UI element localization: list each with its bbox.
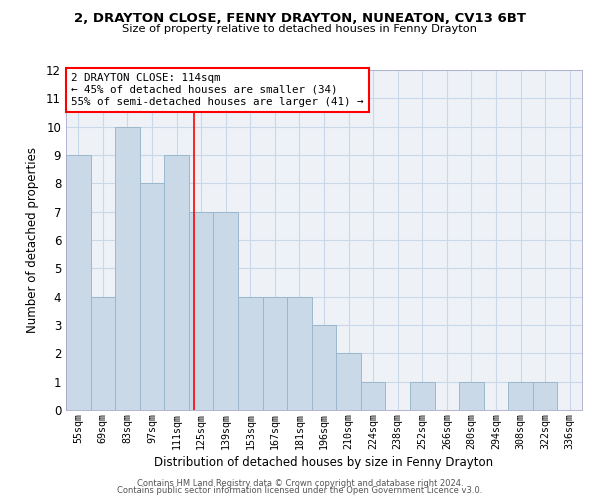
Bar <box>189 212 214 410</box>
Bar <box>115 126 140 410</box>
Bar <box>66 155 91 410</box>
Bar <box>533 382 557 410</box>
Text: 2 DRAYTON CLOSE: 114sqm
← 45% of detached houses are smaller (34)
55% of semi-de: 2 DRAYTON CLOSE: 114sqm ← 45% of detache… <box>71 74 364 106</box>
Bar <box>140 184 164 410</box>
Bar <box>312 325 336 410</box>
Bar <box>508 382 533 410</box>
Bar <box>164 155 189 410</box>
Bar <box>214 212 238 410</box>
Text: 2, DRAYTON CLOSE, FENNY DRAYTON, NUNEATON, CV13 6BT: 2, DRAYTON CLOSE, FENNY DRAYTON, NUNEATO… <box>74 12 526 26</box>
Bar <box>410 382 434 410</box>
Text: Size of property relative to detached houses in Fenny Drayton: Size of property relative to detached ho… <box>122 24 478 34</box>
Bar <box>336 354 361 410</box>
Text: Contains HM Land Registry data © Crown copyright and database right 2024.: Contains HM Land Registry data © Crown c… <box>137 478 463 488</box>
Bar <box>91 296 115 410</box>
Text: Contains public sector information licensed under the Open Government Licence v3: Contains public sector information licen… <box>118 486 482 495</box>
Bar <box>361 382 385 410</box>
Bar <box>263 296 287 410</box>
Bar <box>287 296 312 410</box>
Bar <box>459 382 484 410</box>
Y-axis label: Number of detached properties: Number of detached properties <box>26 147 39 333</box>
Bar <box>238 296 263 410</box>
X-axis label: Distribution of detached houses by size in Fenny Drayton: Distribution of detached houses by size … <box>154 456 494 468</box>
